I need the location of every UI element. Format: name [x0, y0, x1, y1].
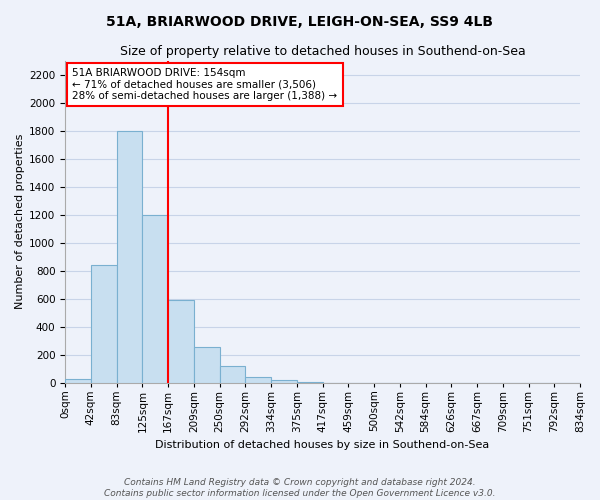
- Bar: [194, 347, 220, 382]
- Text: Contains HM Land Registry data © Crown copyright and database right 2024.
Contai: Contains HM Land Registry data © Crown c…: [104, 478, 496, 498]
- Bar: [65, 379, 91, 382]
- Bar: [245, 377, 271, 382]
- X-axis label: Distribution of detached houses by size in Southend-on-Sea: Distribution of detached houses by size …: [155, 440, 490, 450]
- Bar: [168, 300, 194, 382]
- Bar: [91, 265, 116, 382]
- Bar: [271, 380, 297, 382]
- Text: 51A BRIARWOOD DRIVE: 154sqm
← 71% of detached houses are smaller (3,506)
28% of : 51A BRIARWOOD DRIVE: 154sqm ← 71% of det…: [73, 68, 337, 101]
- Bar: [142, 214, 168, 382]
- Title: Size of property relative to detached houses in Southend-on-Sea: Size of property relative to detached ho…: [119, 45, 526, 58]
- Bar: [220, 366, 245, 382]
- Bar: [116, 130, 142, 382]
- Text: 51A, BRIARWOOD DRIVE, LEIGH-ON-SEA, SS9 4LB: 51A, BRIARWOOD DRIVE, LEIGH-ON-SEA, SS9 …: [107, 15, 493, 29]
- Y-axis label: Number of detached properties: Number of detached properties: [15, 134, 25, 310]
